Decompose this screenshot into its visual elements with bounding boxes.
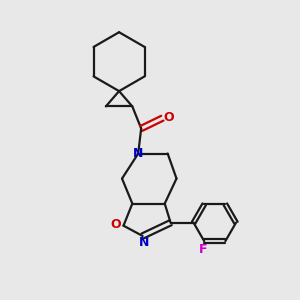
Text: O: O bbox=[164, 111, 174, 124]
Text: O: O bbox=[110, 218, 121, 231]
Text: N: N bbox=[133, 147, 143, 160]
Text: N: N bbox=[139, 236, 149, 249]
Text: F: F bbox=[199, 243, 207, 256]
